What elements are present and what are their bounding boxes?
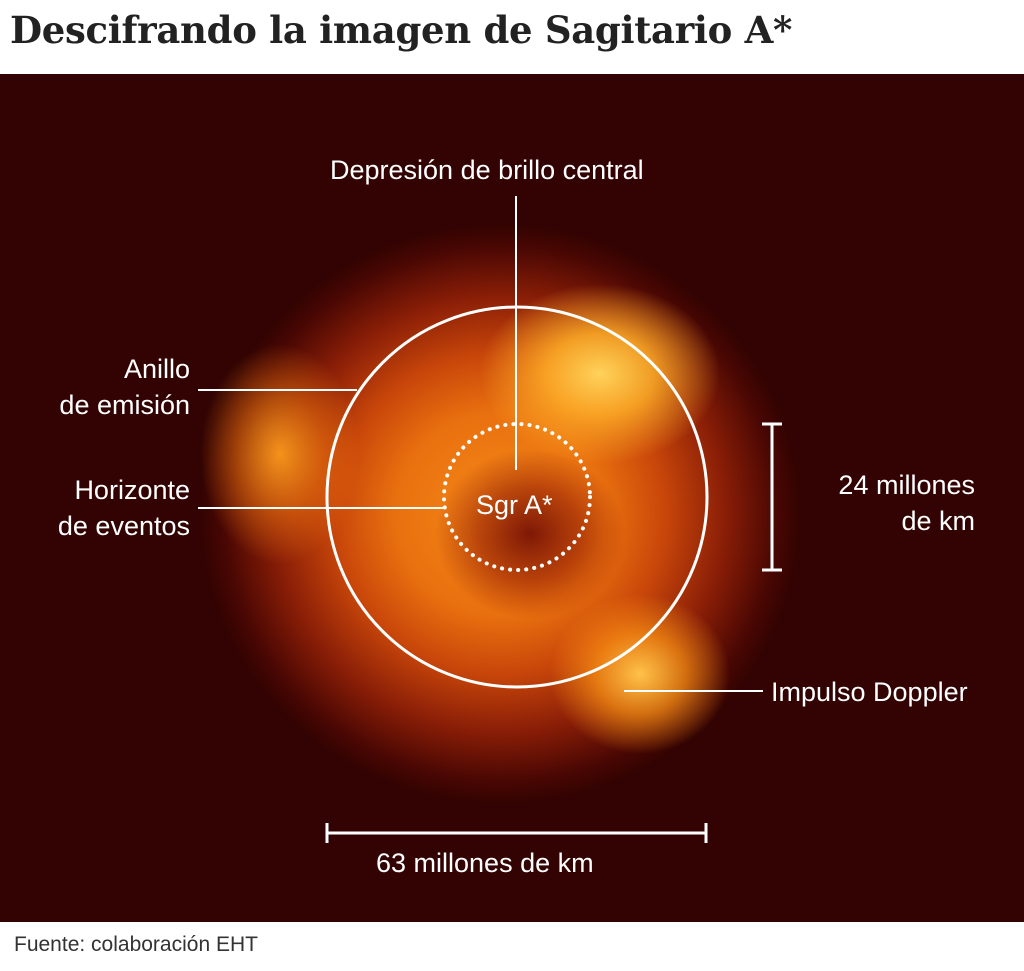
event-horizon-label-line2: de eventos [57,511,190,541]
source-credit: Fuente: colaboración EHT [14,933,258,956]
annotation-overlay [198,196,782,843]
emission-ring-label-line2: de emisión [59,390,190,420]
event-horizon-circle [442,422,592,572]
doppler-label: Impulso Doppler [771,677,968,707]
emission-ring-label-line1: Anillo [123,354,190,384]
sgr-a-star-label: Sgr A* [476,490,553,520]
page-title: Descifrando la imagen de Sagitario A* [10,8,793,52]
central-depression-label: Depresión de brillo central [330,155,644,185]
sgr-a-image: Depresión de brillo central Anillo de em… [0,74,1024,922]
horizontal-scale-label: 63 millones de km [376,848,594,878]
vertical-scale-label-line2: de km [901,506,975,536]
event-horizon-label-line1: Horizonte [74,475,190,505]
vertical-scale-label-line1: 24 millones [838,470,975,500]
scale-bar-horizontal [325,823,708,843]
scale-bar-vertical [762,422,782,572]
